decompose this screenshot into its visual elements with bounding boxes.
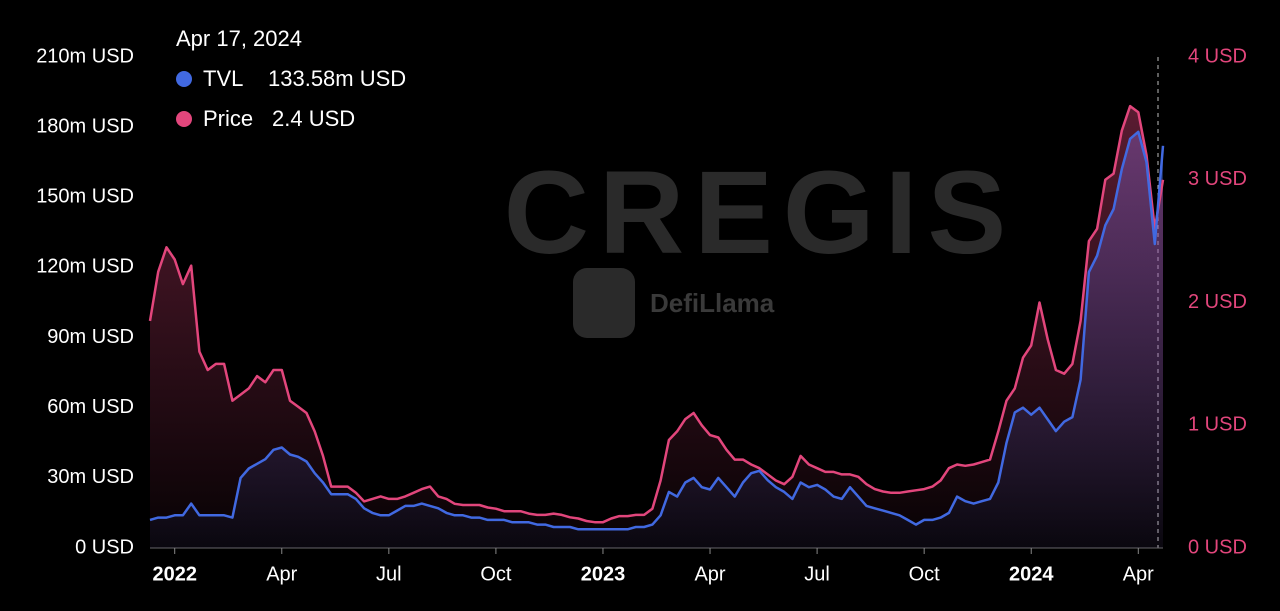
x-tick-label: Apr <box>1123 563 1154 585</box>
y2-tick-label: 4 USD <box>1188 45 1247 67</box>
tooltip-dot <box>176 111 192 127</box>
tooltip-dot <box>176 71 192 87</box>
watermark-logo <box>573 268 635 338</box>
x-tick-label: Jul <box>376 563 402 585</box>
x-tick-label: Apr <box>266 563 297 585</box>
series-line <box>149 130 1165 531</box>
series-line <box>148 104 1165 524</box>
tooltip-name: TVL <box>203 66 243 91</box>
plot: 0 USD 30m USD 60m USD 90m USD 120m USD 150m U… <box>36 45 1247 585</box>
tooltip-date: Apr 17, 2024 <box>176 26 302 51</box>
y2-tick-label: 0 USD <box>1188 536 1247 558</box>
y-tick-label: 150m USD <box>36 186 134 208</box>
y-tick-label: 180m USD <box>36 115 134 137</box>
area-fill <box>150 106 1163 548</box>
y-tick-label: 30m USD <box>47 466 134 488</box>
x-tick-label: 2024 <box>1009 563 1054 585</box>
x-tick-label: Oct <box>909 563 941 585</box>
y2-tick-label: 1 USD <box>1188 414 1247 436</box>
y-tick-label: 90m USD <box>47 326 134 348</box>
x-tick-label: 2023 <box>581 563 626 585</box>
watermark: DefiLlama <box>650 288 775 318</box>
x-tick-label: Jul <box>804 563 830 585</box>
x-tick-label: 2022 <box>152 563 197 585</box>
watermark: CREGIS <box>504 147 1016 279</box>
tooltip-value: 133.58m USD <box>268 66 406 91</box>
y-tick-label: 0 USD <box>75 536 134 558</box>
y-tick-label: 210m USD <box>36 45 134 67</box>
y-tick-label: 120m USD <box>36 256 134 278</box>
y-tick-label: 60m USD <box>47 396 134 418</box>
tooltip-name: Price <box>203 106 253 131</box>
tooltip-value: 2.4 USD <box>272 106 355 131</box>
x-tick-label: Oct <box>480 563 512 585</box>
y2-tick-label: 3 USD <box>1188 168 1247 190</box>
y2-tick-label: 2 USD <box>1188 291 1247 313</box>
x-tick-label: Apr <box>694 563 725 585</box>
